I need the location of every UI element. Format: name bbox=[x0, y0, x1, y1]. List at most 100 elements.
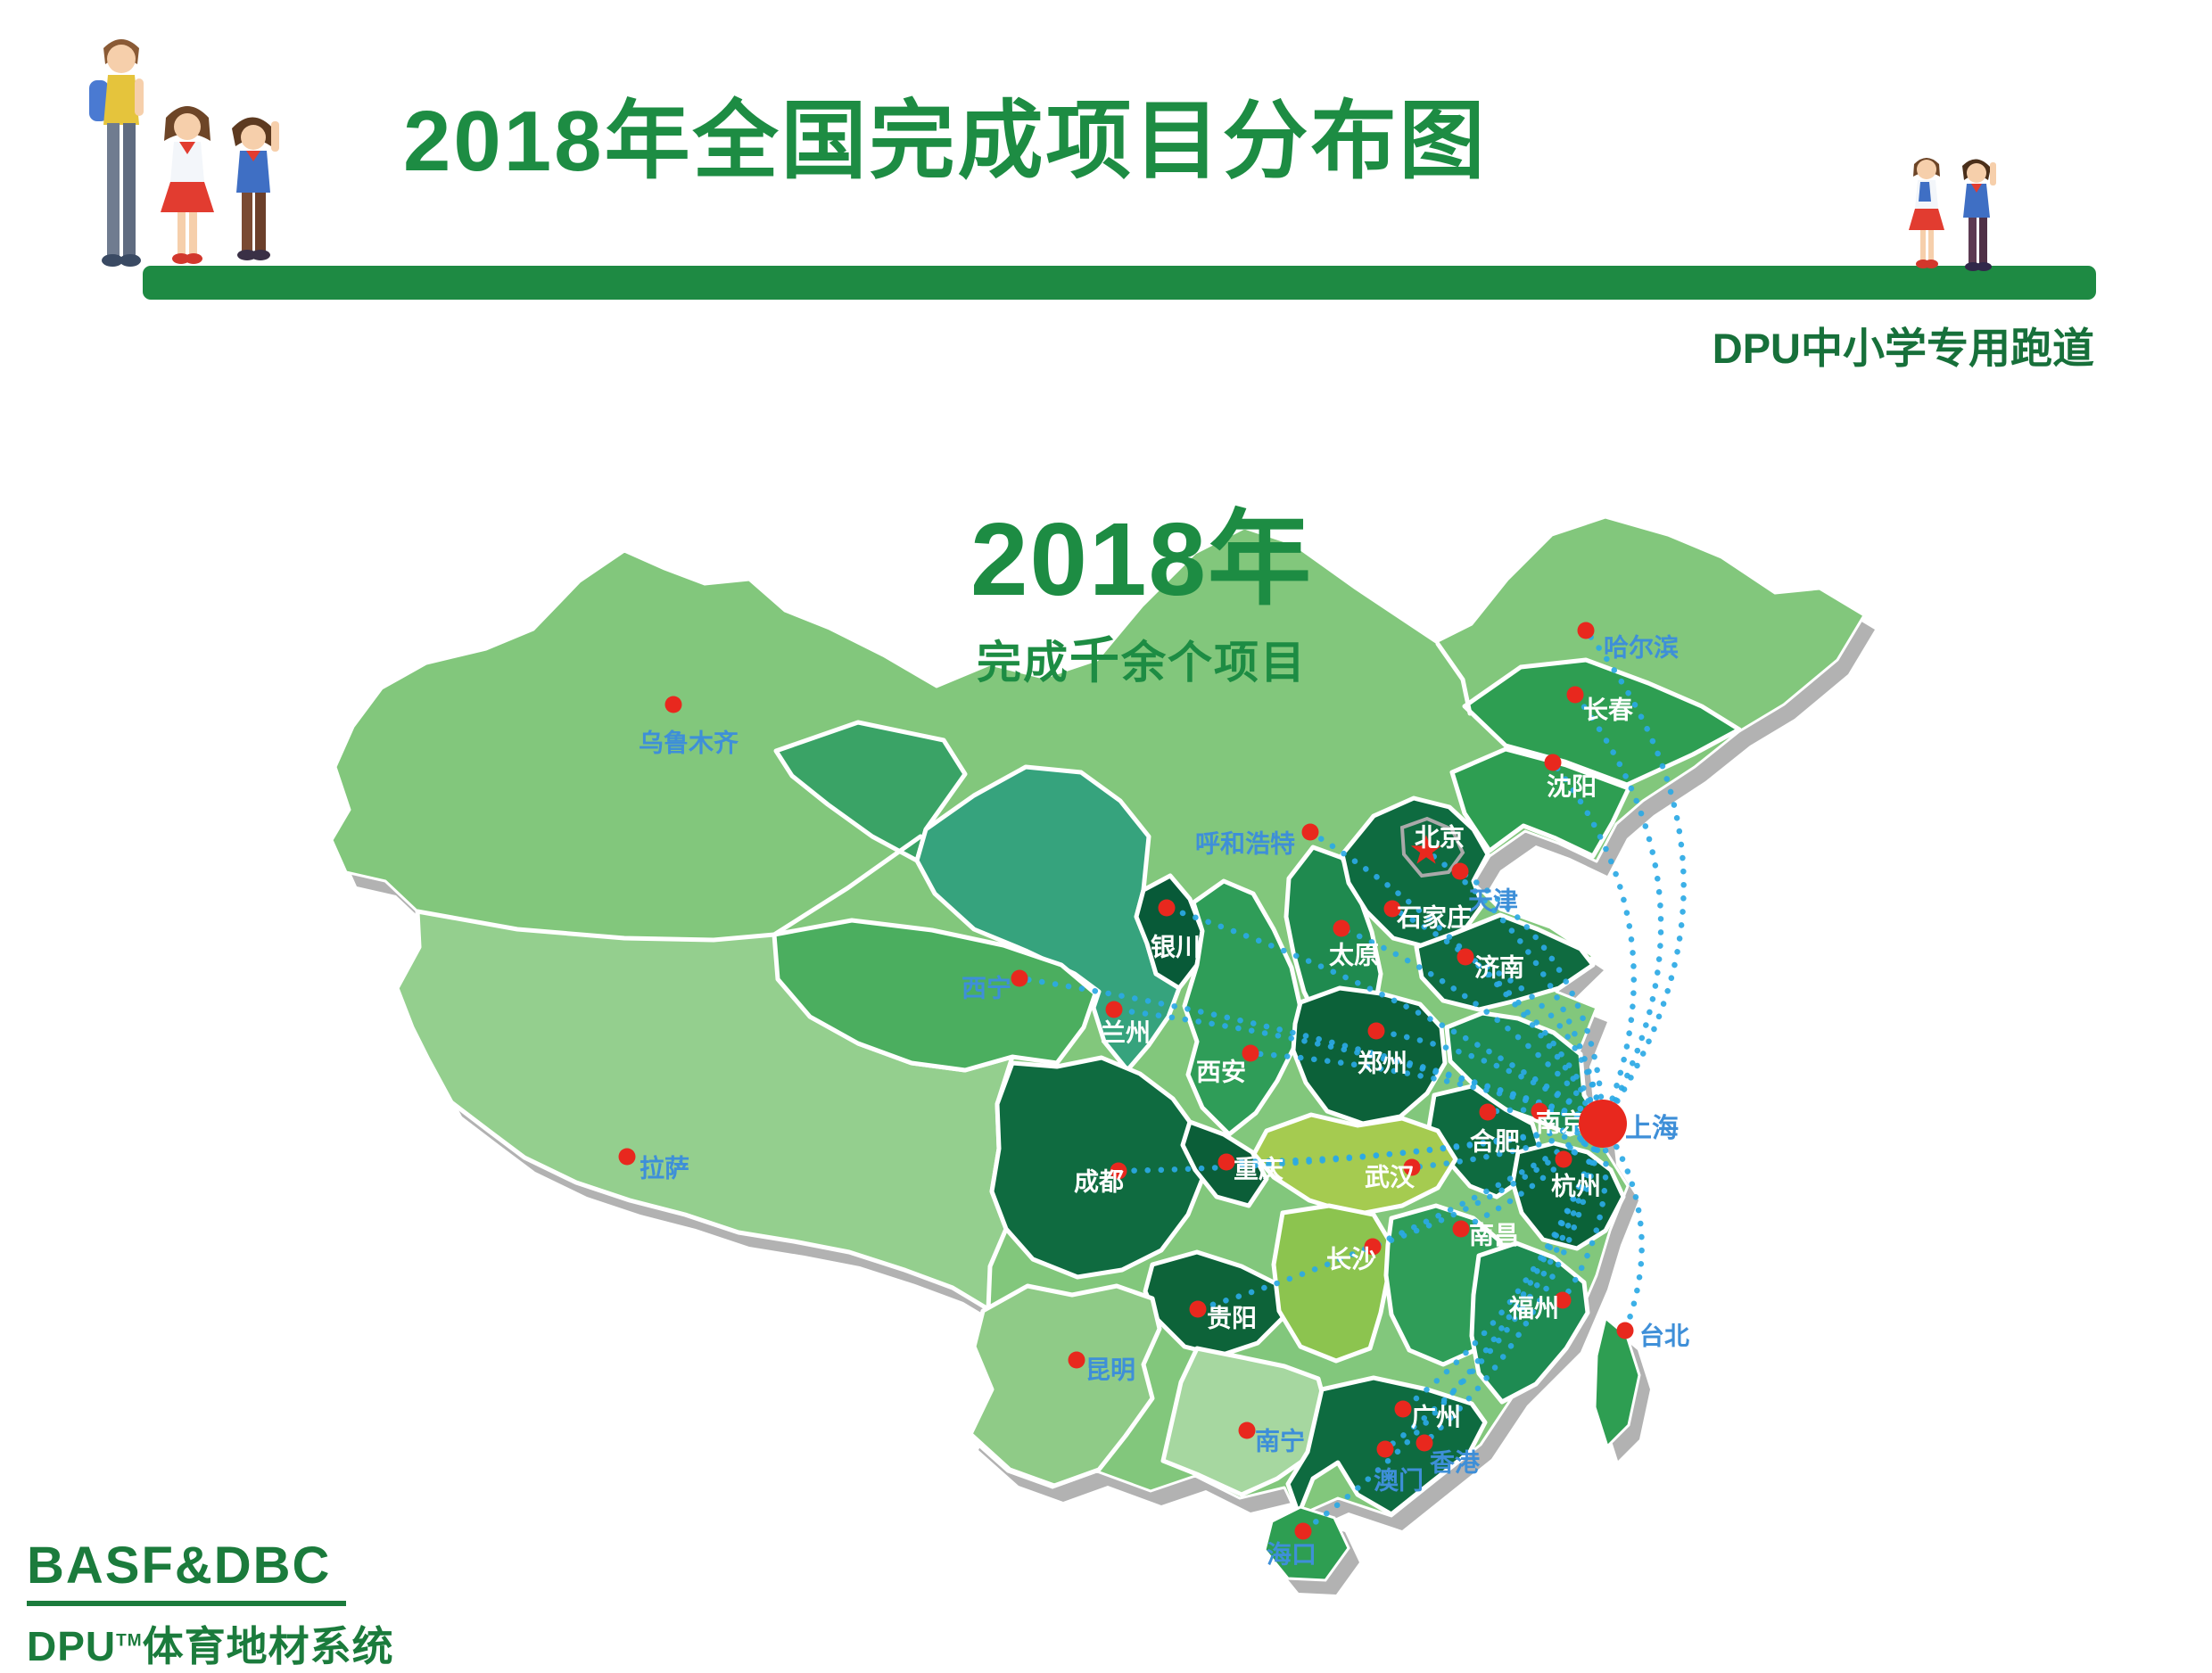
city-label-shijiazhuang: 石家庄 bbox=[1396, 902, 1472, 931]
city-dot-aomen bbox=[1376, 1440, 1394, 1458]
city-dot-huhehaote bbox=[1301, 823, 1319, 841]
city-label-xianggang: 香港 bbox=[1430, 1448, 1481, 1476]
kid-girl-icon bbox=[161, 106, 214, 264]
city-label-tianjin: 天津 bbox=[1468, 886, 1518, 914]
route-haerbin bbox=[1582, 627, 1687, 1127]
city-label-jinan: 济南 bbox=[1474, 953, 1524, 981]
city-label-shanghai: 上海 bbox=[1625, 1114, 1679, 1143]
city-star-beijing bbox=[1410, 835, 1442, 864]
city-dot-xining bbox=[1011, 969, 1028, 987]
subtitle: DPU中小学专用跑道 bbox=[1712, 325, 2094, 372]
city-dot-nanchang bbox=[1452, 1220, 1470, 1238]
city-label-nanchang: 南昌 bbox=[1469, 1221, 1519, 1249]
city-dot-changsha bbox=[1364, 1238, 1382, 1256]
route-taiyuan bbox=[1338, 925, 1606, 1127]
city-label-chengdu: 成都 bbox=[1074, 1167, 1124, 1195]
beijing-boundary bbox=[1399, 816, 1465, 878]
city-label-changsha: 长沙 bbox=[1326, 1245, 1376, 1273]
product-name: DPUTM体育地材系统 bbox=[27, 1623, 394, 1669]
route-tianjin bbox=[1457, 868, 1606, 1127]
city-label-wulumuqi: 乌鲁木齐 bbox=[639, 729, 739, 756]
route-changchun bbox=[1572, 691, 1664, 1127]
city-dot-chengdu bbox=[1110, 1162, 1127, 1180]
trademark-symbol: TM bbox=[116, 1631, 143, 1651]
province-jilin bbox=[1462, 657, 1742, 787]
province-ningxia bbox=[1134, 873, 1205, 991]
city-label-yinchuan: 银川 bbox=[1151, 933, 1201, 960]
city-label-chongqing: 重庆 bbox=[1234, 1154, 1283, 1183]
route-chengdu bbox=[1115, 1120, 1606, 1174]
city-label-fuzhou: 福州 bbox=[1508, 1294, 1559, 1322]
city-dot-lasa bbox=[618, 1148, 636, 1166]
route-wuhan bbox=[1408, 1120, 1606, 1171]
city-dot-lanzhou bbox=[1105, 1001, 1123, 1018]
province-border-1 bbox=[1435, 641, 1473, 716]
brand-name: BASF&DBC bbox=[27, 1537, 332, 1595]
route-shijiazhuang bbox=[1389, 905, 1606, 1127]
province-zhejiang bbox=[1510, 1141, 1626, 1251]
city-dot-taiyuan bbox=[1333, 919, 1350, 937]
brand-block: BASF&DBC DPUTM体育地材系统 bbox=[27, 1536, 394, 1673]
city-dot-shenyang bbox=[1544, 754, 1562, 771]
city-label-hangzhou: 杭州 bbox=[1551, 1171, 1601, 1199]
city-label-haikou: 海口 bbox=[1267, 1540, 1316, 1568]
city-label-xining: 西宁 bbox=[962, 973, 1011, 1001]
kid-boy-small-icon bbox=[1962, 159, 1996, 271]
route-haikou bbox=[1300, 1120, 1606, 1535]
province-gansu bbox=[914, 764, 1182, 1073]
city-label-guangzhou: 广州 bbox=[1411, 1403, 1461, 1430]
city-label-guiyang: 贵阳 bbox=[1207, 1304, 1257, 1331]
header-green-bar bbox=[143, 266, 2096, 300]
island-hainan bbox=[1263, 1505, 1350, 1582]
city-label-wuhan: 武汉 bbox=[1365, 1163, 1416, 1191]
city-label-nanjing: 南京 bbox=[1536, 1108, 1586, 1136]
route-guangzhou bbox=[1399, 1120, 1606, 1413]
city-label-nanning: 南宁 bbox=[1255, 1426, 1305, 1455]
kid-boy-waving-icon bbox=[232, 117, 279, 260]
city-label-xian: 西安 bbox=[1196, 1058, 1246, 1085]
children-illustration-left bbox=[89, 39, 279, 267]
city-label-taiyuan: 太原 bbox=[1329, 941, 1379, 968]
province-qinghai bbox=[772, 918, 1098, 1073]
city-dot-guiyang bbox=[1189, 1300, 1207, 1318]
city-dot-haikou bbox=[1294, 1522, 1312, 1540]
children-illustration-right bbox=[1909, 158, 1996, 271]
route-aomen bbox=[1382, 1120, 1606, 1453]
route-changsha bbox=[1369, 1120, 1606, 1250]
city-dot-hangzhou bbox=[1555, 1150, 1572, 1168]
kid-girl-small-icon bbox=[1909, 158, 1944, 268]
city-dot-haerbin bbox=[1577, 622, 1595, 639]
city-label-lanzhou: 兰州 bbox=[1101, 1018, 1151, 1046]
city-dot-fuzhou bbox=[1554, 1291, 1572, 1309]
city-dot-wuhan bbox=[1403, 1158, 1421, 1176]
city-dot-yinchuan bbox=[1158, 899, 1176, 917]
city-dot-nanjing bbox=[1531, 1102, 1548, 1120]
province-border-0 bbox=[772, 834, 923, 937]
city-label-haerbin: 哈尔滨 bbox=[1604, 633, 1679, 661]
province-hunan bbox=[1271, 1203, 1392, 1364]
city-label-lasa: 拉萨 bbox=[640, 1153, 689, 1182]
page-title: 2018年全国完成项目分布图 bbox=[403, 94, 1488, 189]
route-xian bbox=[1247, 1050, 1606, 1127]
city-dot-zhengzhou bbox=[1367, 1022, 1385, 1040]
city-label-zhengzhou: 郑州 bbox=[1358, 1049, 1407, 1076]
city-dot-nanning bbox=[1238, 1422, 1256, 1439]
province-guangxi bbox=[1160, 1346, 1332, 1497]
city-dot-guangzhou bbox=[1394, 1400, 1412, 1418]
province-yunnan bbox=[968, 1283, 1162, 1488]
city-label-hefei: 合肥 bbox=[1470, 1126, 1520, 1155]
city-dot-tianjin bbox=[1451, 862, 1469, 880]
province-fujian bbox=[1469, 1240, 1590, 1405]
city-label-taibei: 台北 bbox=[1639, 1321, 1689, 1349]
city-dot-wulumuqi bbox=[664, 696, 682, 713]
city-dot-kunming bbox=[1068, 1351, 1085, 1369]
city-dot-shijiazhuang bbox=[1383, 900, 1401, 918]
city-label-beijing: 北京 bbox=[1415, 822, 1465, 851]
city-dot-chongqing bbox=[1217, 1153, 1235, 1171]
route-shenyang bbox=[1549, 759, 1637, 1127]
city-label-aomen: 澳门 bbox=[1374, 1466, 1424, 1494]
city-label-kunming: 昆明 bbox=[1085, 1356, 1135, 1383]
kid-boy-backpack-icon bbox=[89, 39, 144, 267]
city-label-huhehaote: 呼和浩特 bbox=[1195, 829, 1295, 857]
